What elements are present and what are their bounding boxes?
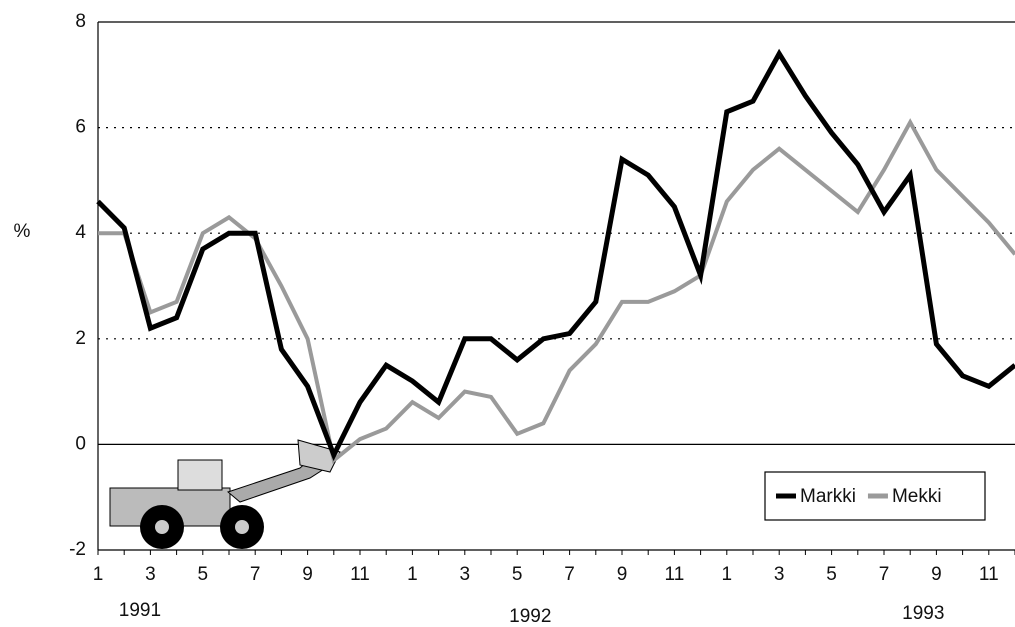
x-tick-label: 9	[302, 564, 313, 585]
loader-hub	[235, 520, 249, 534]
series-line	[98, 122, 1015, 460]
x-tick-label: 3	[460, 564, 471, 585]
year-label: 1993	[902, 603, 944, 624]
x-tick-label: 1	[407, 564, 418, 585]
loader-cab	[178, 460, 222, 490]
x-tick-label: 7	[879, 564, 890, 585]
y-tick-label: 8	[75, 11, 86, 32]
x-tick-label: 9	[617, 564, 628, 585]
x-tick-label: 7	[564, 564, 575, 585]
loader-illustration	[110, 440, 340, 549]
x-tick-label: 5	[198, 564, 209, 585]
legend: Markki Mekki	[765, 472, 985, 520]
x-tick-label: 11	[979, 564, 999, 585]
y-tick-label: 6	[75, 117, 86, 138]
y-tick-label: 4	[75, 222, 86, 243]
y-tick-label: -2	[69, 539, 86, 560]
year-label: 1992	[509, 606, 551, 627]
x-tick-label: 9	[931, 564, 942, 585]
x-tick-label: 11	[665, 564, 685, 585]
x-tick-label: 1	[722, 564, 733, 585]
x-tick-label: 11	[350, 564, 370, 585]
y-axis-label: %	[14, 221, 31, 242]
x-tick-label: 5	[826, 564, 837, 585]
x-tick-label: 7	[250, 564, 261, 585]
x-tick-label: 3	[145, 564, 156, 585]
x-tick-label: 3	[774, 564, 785, 585]
x-tick-label: 5	[512, 564, 523, 585]
x-tick-label: 1	[93, 564, 104, 585]
year-label: 1991	[119, 600, 161, 621]
legend-label: Mekki	[892, 486, 942, 507]
chart: % -2024681357911135791113579111991199219…	[0, 0, 1015, 627]
loader-hub	[155, 520, 169, 534]
legend-label: Markki	[800, 486, 856, 507]
y-tick-label: 0	[75, 433, 86, 454]
y-tick-label: 2	[75, 328, 86, 349]
